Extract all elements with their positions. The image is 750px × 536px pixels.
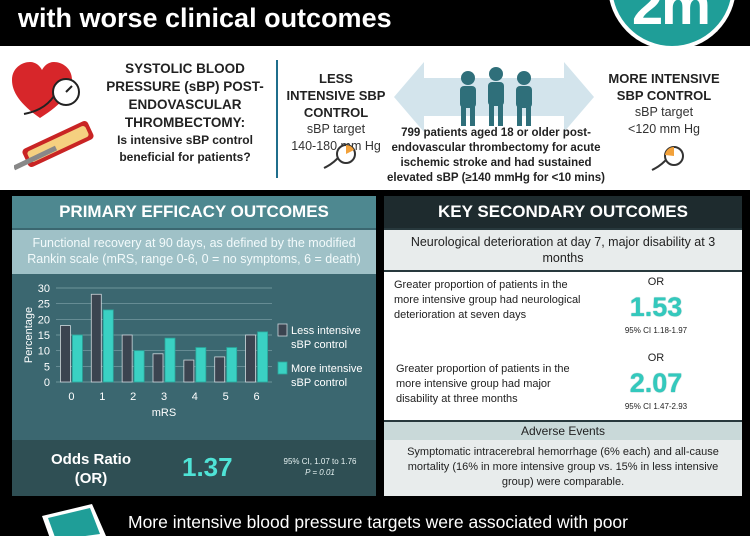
odds-ratio-p-value: P = 0.01: [305, 468, 335, 477]
bar-more-intensive: [102, 309, 114, 383]
heart-bp-monitor-icon: [12, 62, 80, 118]
more-intensive-title: MORE INTENSIVE SBP CONTROL: [608, 71, 720, 103]
bar-less-intensive: [214, 356, 226, 383]
bar-less-intensive: [245, 334, 256, 383]
x-tick-label: 1: [99, 391, 105, 403]
secondary-item-ci: 95% CI 1.18-1.97: [624, 326, 688, 335]
x-tick-label: 2: [130, 391, 136, 403]
logo-text: 2m: [632, 0, 711, 36]
x-tick-label: 0: [68, 391, 74, 403]
x-axis-label: mRS: [152, 407, 176, 419]
bar-more-intensive: [195, 347, 207, 383]
secondary-outcomes-heading: KEY SECONDARY OUTCOMES: [384, 196, 742, 228]
gauge-icon: [651, 146, 684, 171]
y-tick-label: 30: [38, 283, 50, 295]
y-tick-label: 25: [38, 299, 50, 311]
secondary-outcomes-card: [384, 272, 742, 420]
odds-ratio-ci: 95% CI, 1.07 to 1.76 P = 0.01: [270, 456, 370, 478]
bar-less-intensive: [60, 325, 71, 383]
less-intensive-target-value: 140-180 mm Hg: [291, 139, 381, 153]
legend-label: More intensive: [291, 363, 363, 375]
x-tick-label: 5: [223, 391, 229, 403]
legend-swatch: [277, 323, 288, 337]
secondary-item-or-value: 1.53: [629, 292, 683, 322]
x-tick-label: 6: [254, 391, 260, 403]
y-tick-label: 10: [38, 346, 50, 358]
y-axis-label: Percentage: [23, 307, 35, 363]
primary-efficacy-description: Functional recovery at 90 days, as defin…: [12, 230, 376, 274]
question-subtitle: Is intensive sBP control beneficial for …: [117, 133, 253, 164]
secondary-item-text: Greater proportion of patients in the mo…: [396, 363, 570, 405]
legend-swatch: [277, 361, 288, 375]
odds-ratio-value: 1.37: [182, 452, 233, 482]
artery-catheter-icon: [14, 121, 94, 171]
odds-ratio-block: [12, 440, 376, 496]
legend-label-cont: sBP control: [291, 377, 347, 389]
study-overview-panel: SYSTOLIC BLOOD PRESSURE (sBP) POST-ENDOV…: [0, 46, 750, 190]
bar-more-intensive: [257, 331, 268, 383]
x-tick-label: 4: [192, 391, 198, 403]
odds-ratio-label: Odds Ratio (OR): [50, 451, 131, 487]
legend-label-cont: sBP control: [291, 339, 347, 351]
legend-label: Less intensive: [291, 325, 361, 337]
bar-more-intensive: [164, 337, 176, 383]
conclusion-band: [0, 502, 750, 536]
more-intensive-target-value: <120 mm Hg: [628, 122, 700, 136]
question-title: SYSTOLIC BLOOD PRESSURE (sBP) POST-ENDOV…: [106, 61, 264, 130]
more-intensive-arm: MORE INTENSIVE SBP CONTROL sBP target <1…: [604, 70, 724, 138]
y-tick-label: 5: [44, 361, 50, 373]
bar-more-intensive: [133, 350, 145, 383]
secondary-item-or-label: OR: [647, 352, 665, 364]
primary-efficacy-heading: PRIMARY EFFICACY OUTCOMES: [12, 196, 376, 228]
less-intensive-arm: LESS INTENSIVE SBP CONTROL sBP target 14…: [284, 70, 388, 155]
population-description: 799 patients aged 18 or older post-endov…: [387, 127, 605, 184]
bar-less-intensive: [121, 334, 133, 383]
y-tick-label: 0: [44, 377, 50, 389]
header-title: with worse clinical outcomes: [18, 3, 392, 33]
gauge-icon: [323, 144, 356, 169]
odds-ratio-ci-range: 95% CI, 1.07 to 1.76: [283, 457, 357, 466]
bar-less-intensive: [183, 359, 195, 383]
secondary-item-ci: 95% CI 1.47-2.93: [624, 402, 688, 411]
bar-more-intensive: [226, 347, 238, 383]
adverse-events-text: Symptomatic intracerebral hemorrhage (6%…: [384, 440, 742, 496]
x-tick-label: 3: [161, 391, 167, 403]
brand-logo: 2m: [608, 0, 736, 50]
adverse-events-heading: Adverse Events: [384, 422, 742, 440]
less-intensive-target-label: sBP target: [306, 122, 366, 136]
study-question: SYSTOLIC BLOOD PRESSURE (sBP) POST-ENDOV…: [100, 60, 270, 166]
secondary-item-text: Greater proportion of patients in the mo…: [394, 279, 581, 321]
less-intensive-title: LESS INTENSIVE SBP CONTROL: [286, 71, 386, 120]
conclusion-icon: [42, 504, 106, 536]
y-tick-label: 15: [38, 330, 50, 342]
bar-more-intensive: [72, 334, 83, 383]
bar-less-intensive: [152, 353, 164, 383]
people-group-icon: [460, 67, 532, 126]
more-intensive-target-label: sBP target: [634, 105, 694, 119]
bar-less-intensive: [90, 293, 102, 383]
secondary-item-or-value: 2.07: [629, 368, 683, 398]
secondary-item-or-label: OR: [647, 276, 665, 288]
divider: [276, 60, 278, 178]
secondary-outcomes-description: Neurological deterioration at day 7, maj…: [384, 230, 742, 270]
conclusion-text: More intensive blood pressure targets we…: [128, 512, 628, 532]
y-tick-label: 20: [38, 314, 50, 326]
